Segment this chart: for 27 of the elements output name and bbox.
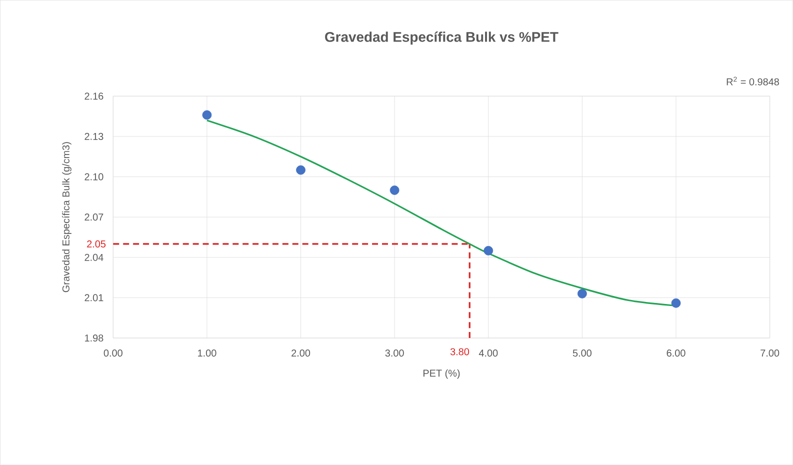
x-tick-label: 4.00 [478, 349, 498, 356]
x-tick-label: 7.00 [760, 349, 780, 356]
x-tick-label: 1.00 [198, 349, 216, 356]
y-tick-label: 2.16 [84, 92, 104, 100]
x-tick-label: 5.00 [572, 349, 592, 356]
chart-title: Gravedad Específica Bulk vs %PET [325, 31, 558, 45]
y-tick-label: 1.98 [85, 334, 104, 342]
point [484, 246, 494, 256]
y-tick-label: 2.13 [84, 132, 104, 140]
text: R$^{2}$ = 0.9848 [726, 76, 779, 86]
point [202, 110, 212, 120]
y-tick-label: 2.10 [84, 173, 104, 180]
x-tick-label: 3.00 [385, 349, 404, 356]
point [390, 185, 400, 195]
x-tick-label: 0.00 [104, 349, 122, 356]
y-tick-label: 2.04 [84, 254, 104, 261]
ref-line-label: 3.80 [450, 348, 470, 356]
y-tick-label: 2.01 [84, 294, 104, 302]
y-tick-label: 2.07 [84, 213, 104, 221]
x-tick-label: 6.00 [666, 349, 686, 356]
point [671, 298, 681, 308]
x-tick-label: 2.00 [292, 349, 310, 356]
ref-line-label: 2.05 [87, 240, 106, 248]
point [578, 288, 587, 298]
y-axis-title: Gravedad Específica Bulk (g/cm3) [62, 142, 72, 292]
x-axis-title: PET (%) [423, 369, 460, 379]
point [296, 165, 306, 175]
